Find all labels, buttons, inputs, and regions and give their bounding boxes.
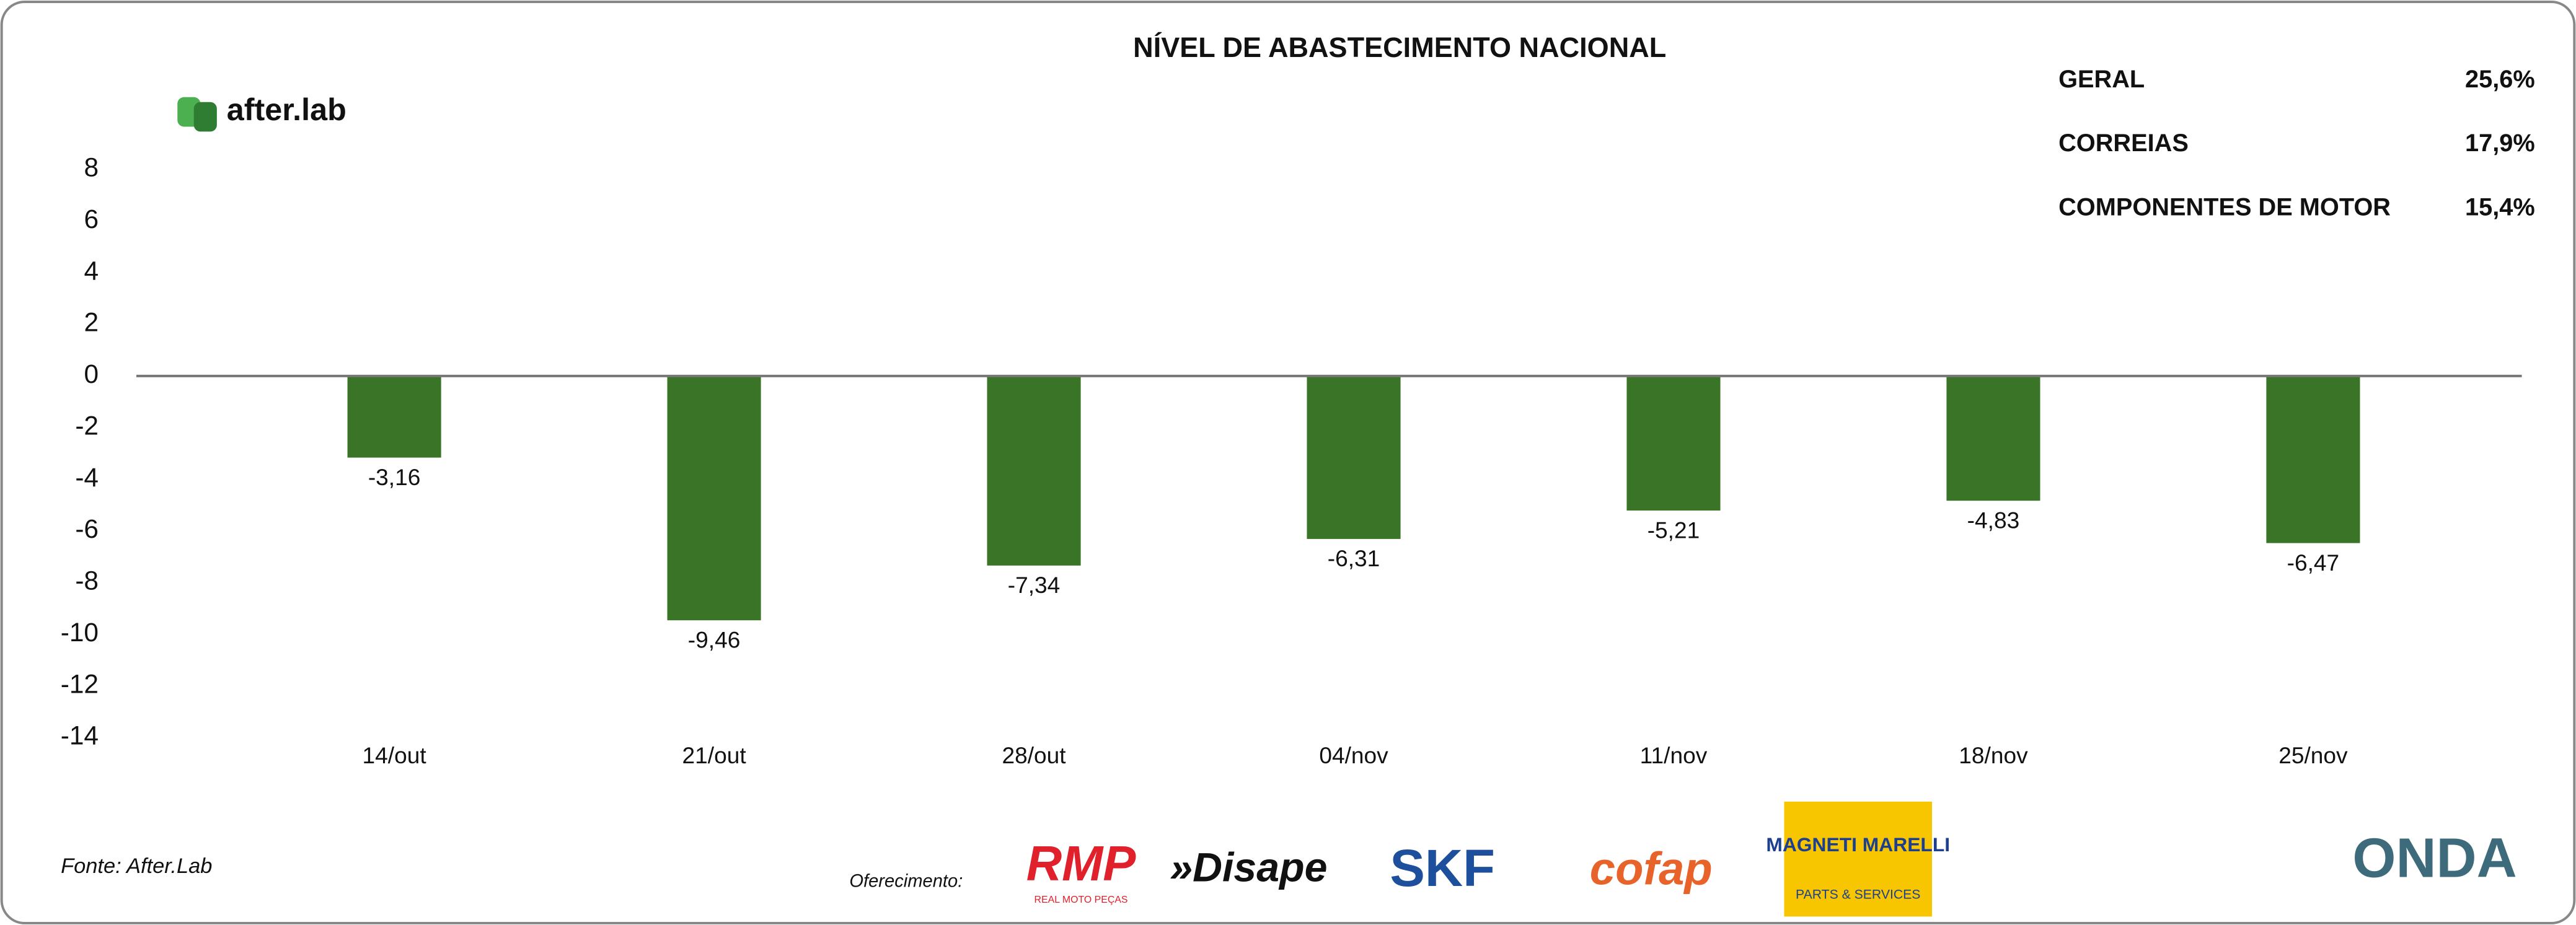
data-label: -4,83 [1967,507,2020,533]
brand: after.lab [227,92,346,127]
sponsor-logo: PARTS & SERVICES [1796,888,1920,902]
sponsor-intro: Oferecimento: [849,871,963,891]
summary-label: GERAL [2058,66,2145,93]
bar [987,375,1081,566]
sponsor-logo: MAGNETI MARELLI [1766,833,1950,856]
sponsor-box [1784,801,1932,917]
y-tick-label: -10 [61,618,99,647]
y-tick-label: 2 [84,308,99,337]
summary-value: 17,9% [2465,129,2535,157]
y-tick-label: 4 [84,256,99,285]
bar [667,375,761,621]
x-tick-label: 21/out [682,742,747,768]
data-label: -6,31 [1328,545,1380,571]
chart-title: NÍVEL DE ABASTECIMENTO NACIONAL [1133,32,1666,63]
y-tick-label: -8 [75,566,99,595]
summary-label: COMPONENTES DE MOTOR [2058,193,2391,221]
bar [1626,375,1721,511]
x-tick-label: 25/nov [2278,742,2348,768]
x-tick-label: 28/out [1002,742,1066,768]
summary-value: 15,4% [2465,193,2535,221]
summary-value: 25,6% [2465,66,2535,93]
x-tick-label: 11/nov [1640,742,1708,768]
y-tick-label: -6 [75,514,99,543]
sponsor-logo: REAL MOTO PEÇAS [1034,895,1128,905]
y-tick-label: -12 [61,669,99,698]
bar [1946,375,2040,501]
y-tick-label: -4 [75,463,99,492]
data-label: -3,16 [368,464,421,490]
sponsor-logo: SKF [1390,838,1495,897]
data-label: -5,21 [1647,517,1700,543]
sponsor-logo: RMP [1026,836,1137,891]
brand-icon [193,102,217,132]
sponsor-logo: »Disape [1170,845,1327,891]
sponsor-logo: cofap [1590,843,1713,894]
bar [2266,375,2360,543]
source: Fonte: After.Lab [61,854,212,878]
x-tick-label: 14/out [363,742,427,768]
x-tick-label: 18/nov [1959,742,2028,768]
data-label: -7,34 [1008,572,1061,598]
bar [347,375,441,458]
data-label: -6,47 [2287,550,2340,576]
bar [1307,375,1401,539]
sponsor-logo: ONDA [2352,827,2516,890]
y-tick-label: 6 [84,204,99,234]
y-tick-label: 8 [84,153,99,182]
y-tick-label: 0 [84,359,99,388]
y-tick-label: -2 [75,411,99,440]
x-tick-label: 04/nov [1319,742,1388,768]
y-tick-label: -14 [61,721,99,750]
summary-label: CORREIAS [2058,129,2189,157]
data-label: -9,46 [688,626,741,652]
